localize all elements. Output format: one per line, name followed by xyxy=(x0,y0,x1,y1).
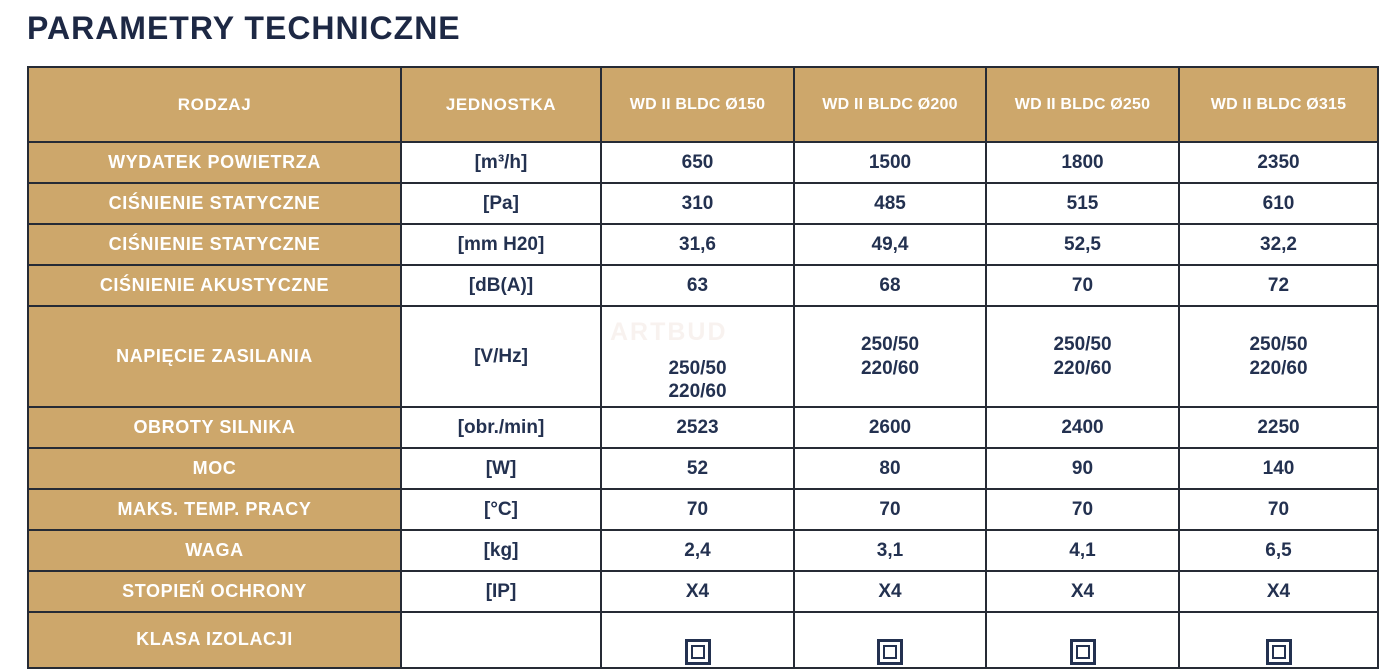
technical-parameters-table: RODZAJ JEDNOSTKA WD II BLDC Ø150 WD II B… xyxy=(27,66,1379,669)
value-cell: 1800 xyxy=(985,141,1180,184)
value-cell xyxy=(600,611,795,669)
row-label: CIŚNIENIE STATYCZNE xyxy=(27,223,402,266)
value-cell xyxy=(1178,611,1379,669)
value-cell: 31,6 xyxy=(600,223,795,266)
value-cell: 63 xyxy=(600,264,795,307)
col-header-model-150: WD II BLDC Ø150 xyxy=(600,66,795,143)
value-cell: 250/50 220/60 xyxy=(1178,305,1379,408)
table-row: NAPIĘCIE ZASILANIA [V/Hz] ARTBUD 250/50 … xyxy=(27,305,1379,408)
unit-cell: [dB(A)] xyxy=(400,264,602,307)
class-ii-insulation-icon-inner xyxy=(883,644,897,659)
unit-cell: [IP] xyxy=(400,570,602,613)
value-cell: 1500 xyxy=(793,141,987,184)
row-label: CIŚNIENIE AKUSTYCZNE xyxy=(27,264,402,307)
value-cell: 4,1 xyxy=(985,529,1180,572)
value-cell: 2350 xyxy=(1178,141,1379,184)
value-cell xyxy=(985,611,1180,669)
unit-cell: [Pa] xyxy=(400,182,602,225)
value-cell: 610 xyxy=(1178,182,1379,225)
col-header-model-315: WD II BLDC Ø315 xyxy=(1178,66,1379,143)
table-row: KLASA IZOLACJI xyxy=(27,611,1379,669)
row-label: NAPIĘCIE ZASILANIA xyxy=(27,305,402,408)
value-cell: 250/50 220/60 xyxy=(793,305,987,408)
value-cell: 485 xyxy=(793,182,987,225)
value-cell: 2600 xyxy=(793,406,987,449)
value-cell: 70 xyxy=(600,488,795,531)
value-cell: 2400 xyxy=(985,406,1180,449)
col-header-rodzaj: RODZAJ xyxy=(27,66,402,143)
unit-cell: [V/Hz] xyxy=(400,305,602,408)
table-row: MOC [W] 52 80 90 140 xyxy=(27,447,1379,490)
row-label: KLASA IZOLACJI xyxy=(27,611,402,669)
row-label: WYDATEK POWIETRZA xyxy=(27,141,402,184)
value-cell: 72 xyxy=(1178,264,1379,307)
class-ii-insulation-icon xyxy=(877,638,903,665)
value-cell: 6,5 xyxy=(1178,529,1379,572)
col-header-model-200: WD II BLDC Ø200 xyxy=(793,66,987,143)
value-cell: 310 xyxy=(600,182,795,225)
value-cell: 250/50 220/60 xyxy=(985,305,1180,408)
class-ii-insulation-icon-inner xyxy=(1075,644,1090,659)
value-cell: 2250 xyxy=(1178,406,1379,449)
unit-cell: [mm H20] xyxy=(400,223,602,266)
unit-cell xyxy=(400,611,602,669)
col-header-model-250: WD II BLDC Ø250 xyxy=(985,66,1180,143)
class-ii-insulation-icon-inner xyxy=(690,644,705,659)
page-title: PARAMETRY TECHNICZNE xyxy=(27,10,461,46)
col-header-jednostka: JEDNOSTKA xyxy=(400,66,602,143)
value-text: 250/50 220/60 xyxy=(668,357,727,403)
value-cell: 2523 xyxy=(600,406,795,449)
row-label: STOPIEŃ OCHRONY xyxy=(27,570,402,613)
value-cell: 52 xyxy=(600,447,795,490)
table-row: OBROTY SILNIKA [obr./min] 2523 2600 2400… xyxy=(27,406,1379,449)
value-cell: 140 xyxy=(1178,447,1379,490)
table-row: STOPIEŃ OCHRONY [IP] X4 X4 X4 X4 xyxy=(27,570,1379,613)
table-row: CIŚNIENIE STATYCZNE [mm H20] 31,6 49,4 5… xyxy=(27,223,1379,266)
value-cell: 80 xyxy=(793,447,987,490)
unit-cell: [°C] xyxy=(400,488,602,531)
value-cell: 70 xyxy=(1178,488,1379,531)
class-ii-insulation-icon-inner xyxy=(1271,644,1286,659)
row-label: OBROTY SILNIKA xyxy=(27,406,402,449)
value-cell: 90 xyxy=(985,447,1180,490)
value-cell: 70 xyxy=(793,488,987,531)
unit-cell: [W] xyxy=(400,447,602,490)
value-cell: X4 xyxy=(793,570,987,613)
value-cell xyxy=(793,611,987,669)
table-row: CIŚNIENIE STATYCZNE [Pa] 310 485 515 610 xyxy=(27,182,1379,225)
shop-watermark: ARTBUD xyxy=(610,318,728,346)
unit-cell: [kg] xyxy=(400,529,602,572)
class-ii-insulation-icon xyxy=(684,638,711,665)
value-cell: 70 xyxy=(985,488,1180,531)
value-cell: ARTBUD 250/50 220/60 xyxy=(600,305,795,408)
value-cell: 2,4 xyxy=(600,529,795,572)
row-label: WAGA xyxy=(27,529,402,572)
value-cell: X4 xyxy=(985,570,1180,613)
value-cell: 68 xyxy=(793,264,987,307)
table-row: WYDATEK POWIETRZA [m³/h] 650 1500 1800 2… xyxy=(27,141,1379,184)
class-ii-insulation-icon xyxy=(1069,638,1096,665)
table-row: CIŚNIENIE AKUSTYCZNE [dB(A)] 63 68 70 72 xyxy=(27,264,1379,307)
value-cell: X4 xyxy=(600,570,795,613)
row-label: MOC xyxy=(27,447,402,490)
value-cell: 650 xyxy=(600,141,795,184)
value-cell: 3,1 xyxy=(793,529,987,572)
table-row: WAGA [kg] 2,4 3,1 4,1 6,5 xyxy=(27,529,1379,572)
row-label: MAKS. TEMP. PRACY xyxy=(27,488,402,531)
table-row: MAKS. TEMP. PRACY [°C] 70 70 70 70 xyxy=(27,488,1379,531)
class-ii-insulation-icon xyxy=(1265,638,1292,665)
unit-cell: [m³/h] xyxy=(400,141,602,184)
value-cell: 515 xyxy=(985,182,1180,225)
row-label: CIŚNIENIE STATYCZNE xyxy=(27,182,402,225)
unit-cell: [obr./min] xyxy=(400,406,602,449)
value-cell: 49,4 xyxy=(793,223,987,266)
header-row: RODZAJ JEDNOSTKA WD II BLDC Ø150 WD II B… xyxy=(27,66,1379,143)
value-cell: 32,2 xyxy=(1178,223,1379,266)
value-cell: X4 xyxy=(1178,570,1379,613)
value-cell: 52,5 xyxy=(985,223,1180,266)
value-cell: 70 xyxy=(985,264,1180,307)
